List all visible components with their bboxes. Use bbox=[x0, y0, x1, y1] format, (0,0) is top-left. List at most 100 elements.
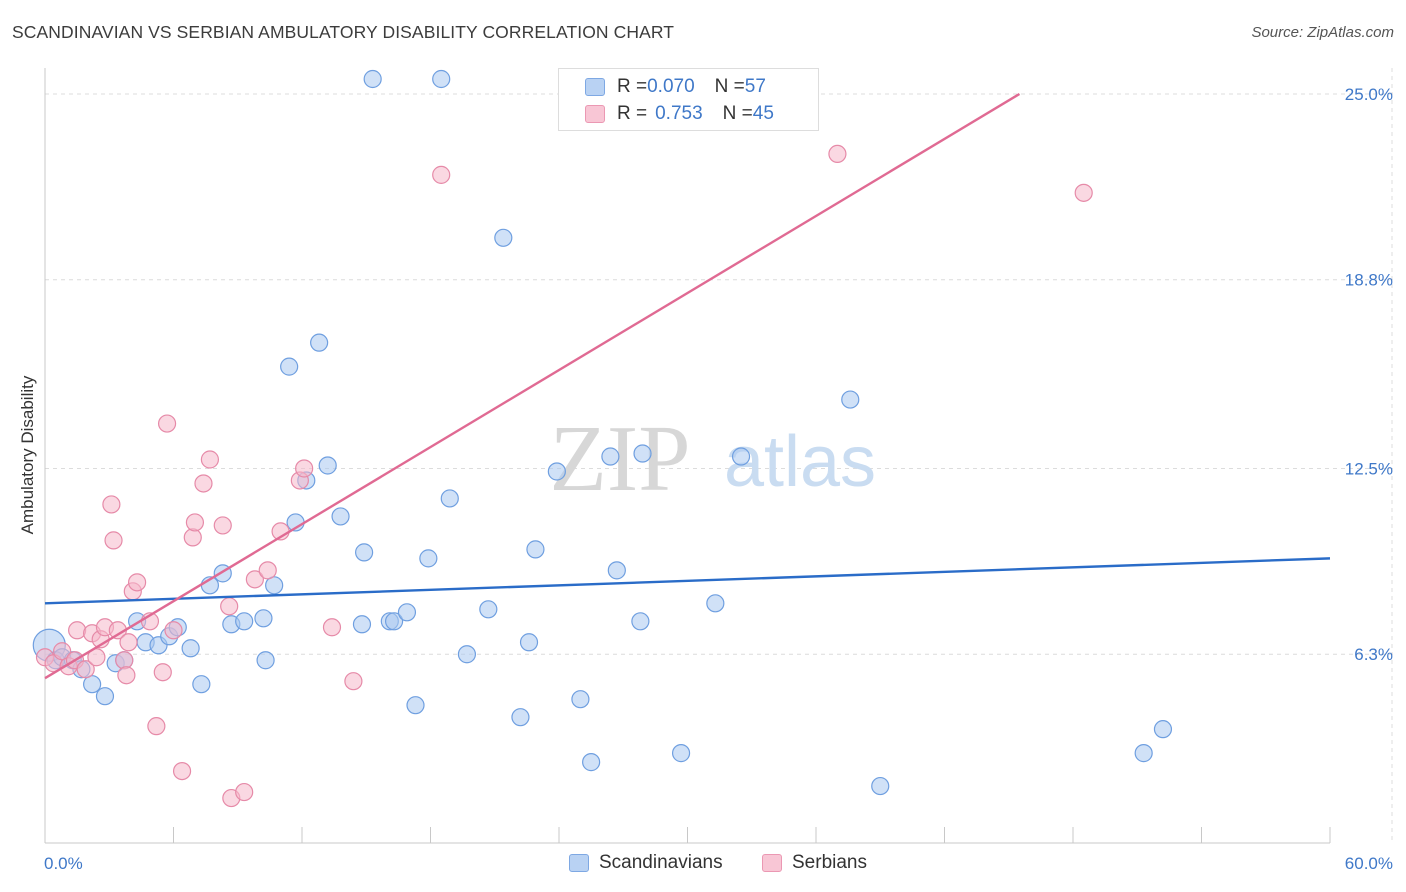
legend-r-value: 0.753 bbox=[655, 103, 703, 124]
scandinavian-trendline bbox=[44, 557, 1331, 605]
scandinavian-point bbox=[254, 609, 273, 628]
legend-r-label: R = bbox=[617, 76, 648, 97]
serbian-point bbox=[1074, 183, 1093, 202]
scandinavian-point bbox=[331, 507, 350, 526]
legend-swatch-blue bbox=[585, 78, 605, 96]
serbian-point bbox=[68, 621, 87, 640]
legend-r-label: R = bbox=[617, 103, 648, 124]
scandinavian-point bbox=[479, 600, 498, 619]
scandinavian-point bbox=[547, 462, 566, 481]
scandinavian-point bbox=[1153, 720, 1173, 739]
legend-n-value: 45 bbox=[752, 103, 774, 124]
serbian-point bbox=[102, 495, 121, 514]
scandinavian-point bbox=[607, 561, 626, 580]
scandinavian-point bbox=[671, 744, 691, 763]
serbian-point bbox=[295, 459, 314, 478]
legend-swatch-pink bbox=[762, 854, 782, 872]
scandinavian-point bbox=[601, 447, 620, 466]
legend-row-scandinavians: R = 0.070 N = 57 bbox=[585, 75, 766, 99]
legend-n-label: N = bbox=[714, 76, 745, 97]
serbian-point bbox=[76, 660, 95, 679]
serbian-point bbox=[183, 528, 202, 547]
y-tick-label: 25.0% bbox=[1345, 85, 1393, 104]
scandinavian-point bbox=[526, 540, 545, 559]
serbian-point bbox=[164, 621, 183, 640]
watermark: ZIP atlas bbox=[550, 407, 877, 511]
legend-row-serbians: R = 0.753 N = 45 bbox=[585, 102, 774, 126]
scandinavian-point bbox=[1134, 744, 1153, 763]
source-credit: Source: ZipAtlas.com bbox=[1251, 24, 1394, 41]
scandinavian-point bbox=[582, 753, 601, 772]
legend-item-serbians[interactable]: Serbians bbox=[762, 852, 867, 874]
serbian-point bbox=[53, 642, 72, 661]
scandinavian-point bbox=[706, 594, 725, 613]
scandinavian-point bbox=[235, 612, 254, 631]
watermark-atlas: atlas bbox=[724, 422, 876, 502]
scandinavian-point bbox=[95, 687, 115, 706]
trendlines bbox=[44, 92, 1331, 680]
serbian-point bbox=[213, 516, 232, 535]
serbian-point bbox=[157, 414, 177, 433]
axes bbox=[44, 68, 1331, 844]
serbian-point bbox=[115, 651, 134, 670]
legend-item-scandinavians[interactable]: Scandinavians bbox=[569, 852, 723, 874]
legend-n-label: N = bbox=[722, 103, 753, 124]
scandinavian-point bbox=[440, 489, 459, 508]
serbian-point bbox=[235, 782, 254, 802]
serbian-point bbox=[194, 474, 213, 493]
scandinavian-point bbox=[363, 69, 382, 89]
serbian-point bbox=[172, 761, 192, 781]
legend-swatch-blue bbox=[569, 854, 589, 872]
chart-title: SCANDINAVIAN VS SERBIAN AMBULATORY DISAB… bbox=[12, 22, 675, 42]
serbian-trendline bbox=[44, 92, 1021, 680]
x-tick-labels: 0.0% 60.0% bbox=[44, 854, 1393, 873]
scandinavian-point bbox=[406, 696, 425, 715]
scandinavian-point bbox=[519, 633, 539, 652]
serbian-point bbox=[127, 573, 147, 592]
serbian-point bbox=[258, 561, 277, 580]
scandinavian-point bbox=[310, 333, 329, 352]
serbian-point bbox=[200, 450, 220, 469]
gridlines bbox=[45, 68, 1395, 843]
legend-r-value: 0.070 bbox=[647, 76, 695, 97]
x-tick-label: 0.0% bbox=[44, 854, 83, 873]
y-tick-labels: 6.3% 12.5% 18.8% 25.0% bbox=[1345, 85, 1393, 664]
serbian-point bbox=[147, 717, 166, 736]
scandinavian-point bbox=[432, 69, 451, 89]
scandinavian-point bbox=[397, 603, 417, 622]
serbian-point bbox=[185, 513, 205, 532]
scandinavian-point bbox=[419, 549, 438, 568]
y-tick-label: 6.3% bbox=[1354, 645, 1393, 664]
serbian-point bbox=[322, 618, 342, 637]
scandinavian-point bbox=[83, 675, 102, 694]
watermark-zip: ZIP bbox=[550, 407, 691, 511]
scandinavian-point bbox=[841, 390, 860, 409]
scandinavian-point bbox=[494, 228, 513, 247]
serbian-point bbox=[153, 663, 172, 682]
scandinavian-point bbox=[511, 708, 530, 727]
scandinavian-point bbox=[571, 690, 590, 709]
scandinavian-point bbox=[631, 612, 650, 631]
correlation-legend: R = 0.070 N = 57 R = 0.753 N = 45 bbox=[558, 68, 819, 131]
scandinavian-point bbox=[318, 456, 337, 475]
legend-label-serbians: Serbians bbox=[792, 852, 867, 873]
x-tick-label: 60.0% bbox=[1345, 854, 1393, 873]
scandinavian-point bbox=[355, 543, 374, 562]
legend-n-value: 57 bbox=[744, 76, 766, 97]
scandinavian-point bbox=[192, 675, 211, 694]
legend-label-scandinavians: Scandinavians bbox=[599, 852, 723, 873]
serbian-point bbox=[104, 531, 123, 550]
scandinavian-point bbox=[265, 576, 284, 595]
legend-swatch-pink bbox=[585, 105, 605, 123]
scandinavian-point bbox=[633, 444, 652, 463]
serbian-point bbox=[119, 633, 138, 652]
serbian-point bbox=[245, 570, 264, 589]
serbian-point bbox=[117, 666, 136, 685]
series-legend: Scandinavians Serbians bbox=[0, 852, 1406, 876]
scandinavian-point bbox=[871, 776, 890, 796]
serbian-point bbox=[828, 144, 847, 164]
scandinavian-point bbox=[384, 612, 404, 631]
y-tick-label: 12.5% bbox=[1345, 459, 1393, 478]
serbian-point bbox=[220, 597, 239, 616]
